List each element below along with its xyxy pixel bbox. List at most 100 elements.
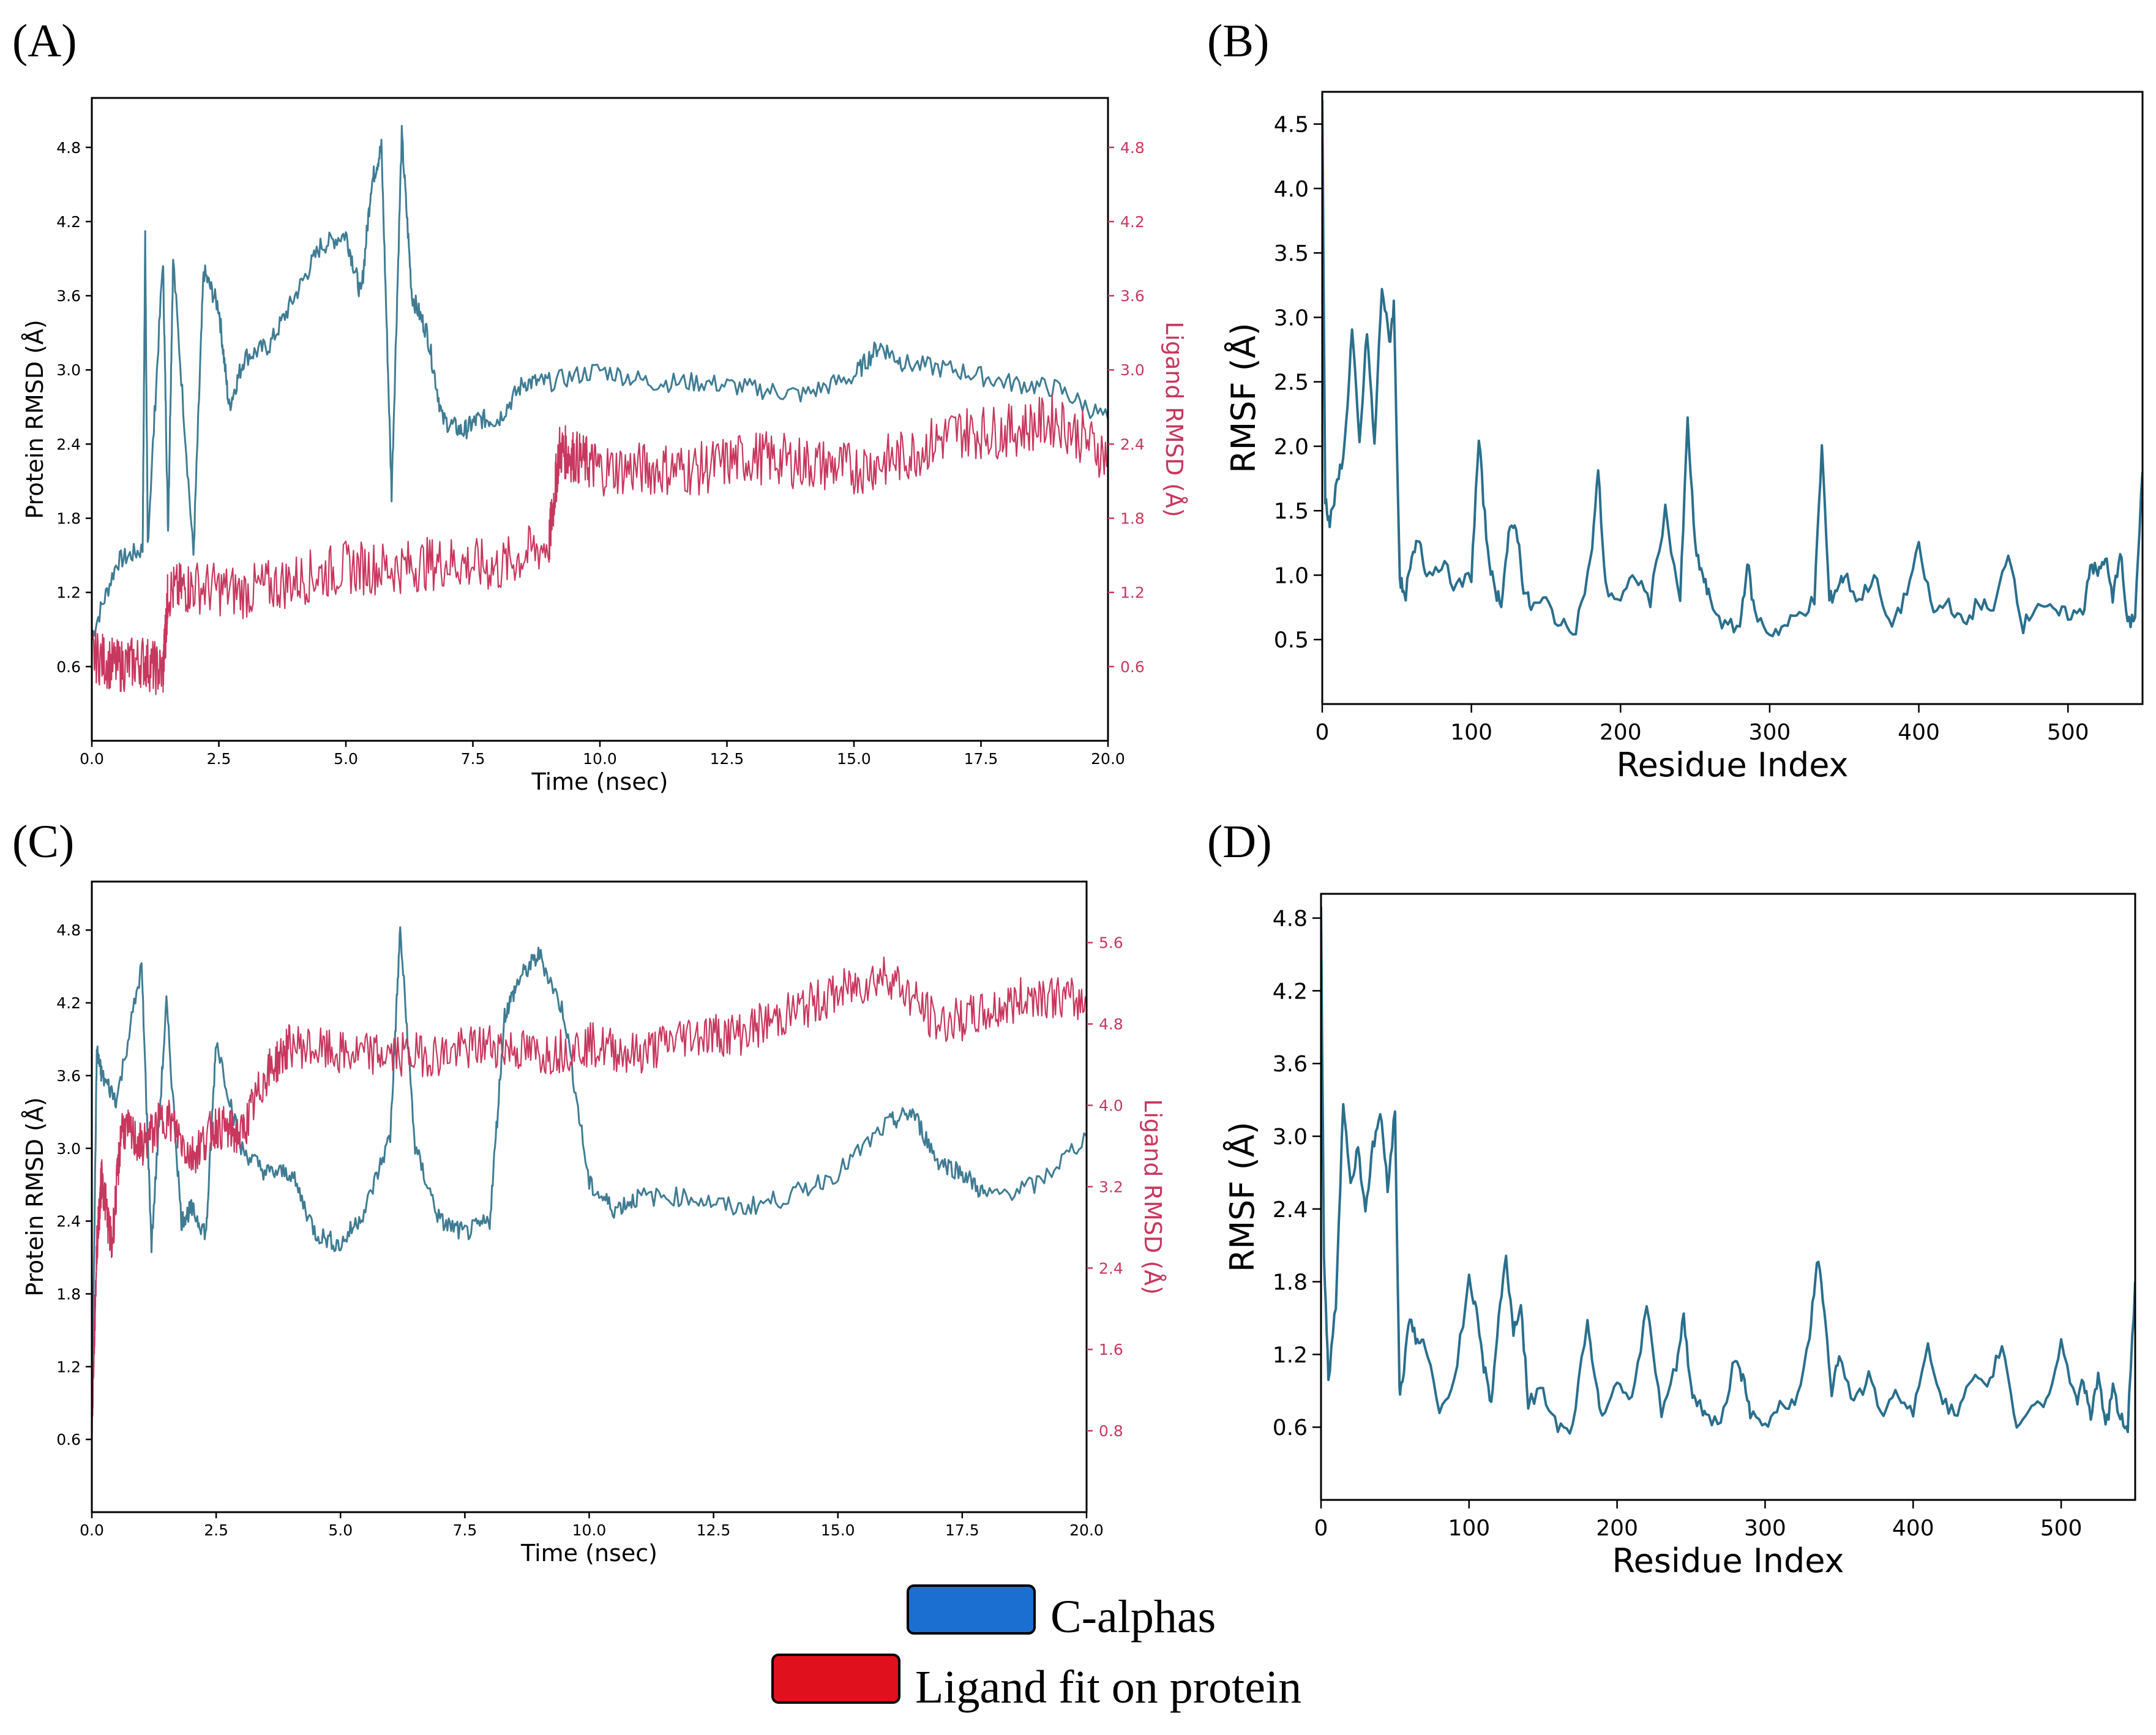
legend-swatch-ligand: [771, 1654, 900, 1704]
y-tick-label-d: 3.0: [1273, 1125, 1308, 1150]
series-line-a-c-alphas: [92, 125, 1108, 637]
y-tick-label-d: 4.2: [1273, 979, 1308, 1004]
y-tick-label-a: 3.0: [56, 361, 81, 379]
y-tick-label-a: 4.8: [56, 139, 81, 157]
series-line-d-rmsf: [1321, 907, 2135, 1435]
x-tick-label-c: 20.0: [1069, 1521, 1104, 1539]
x-axis-label-b: Residue Index: [1616, 746, 1848, 784]
x-tick-label-d: 400: [1892, 1516, 1934, 1541]
y-tick-label-c: 2.4: [56, 1213, 81, 1231]
y2-tick-label-a: 1.2: [1120, 584, 1145, 602]
y2-tick-label-c: 4.0: [1099, 1096, 1123, 1114]
panel-label-c: (C): [12, 816, 74, 867]
x-tick-label-a: 7.5: [461, 750, 485, 768]
x-tick-label-a: 12.5: [710, 750, 744, 768]
y-tick-label-c: 0.6: [56, 1431, 81, 1448]
x-tick-label-c: 10.0: [572, 1521, 607, 1539]
x-axis-label-c: Time (nsec): [520, 1540, 657, 1567]
x-axis-label-d: Residue Index: [1612, 1542, 1844, 1580]
y-tick-label-a: 1.2: [56, 584, 81, 602]
y2-tick-label-a: 4.2: [1120, 213, 1145, 231]
x-tick-label-d: 200: [1596, 1516, 1638, 1541]
y2-tick-label-a: 1.8: [1120, 510, 1145, 528]
y-axis-label-a: Protein RMSD (Å): [21, 320, 48, 519]
x-tick-label-a: 5.0: [334, 750, 358, 768]
y-tick-label-b: 3.0: [1274, 305, 1309, 331]
y-tick-label-b: 2.5: [1274, 370, 1309, 395]
y-tick-label-d: 2.4: [1273, 1197, 1308, 1223]
y-tick-label-b: 1.0: [1274, 563, 1309, 588]
y-tick-label-b: 2.0: [1274, 435, 1309, 460]
x-tick-label-d: 100: [1448, 1516, 1490, 1541]
y-tick-label-a: 1.8: [56, 510, 81, 528]
y2-tick-label-a: 3.0: [1120, 361, 1145, 379]
plot-area-a: [92, 125, 1108, 695]
y-tick-label-d: 1.8: [1273, 1270, 1308, 1295]
series-line-a-ligand-fit-on-protein: [92, 393, 1108, 695]
y2-axis-label-c: Ligand RMSD (Å): [1139, 1099, 1166, 1295]
x-tick-label-a: 2.5: [207, 750, 231, 768]
y-tick-label-b: 3.5: [1274, 241, 1309, 266]
x-tick-label-c: 17.5: [945, 1521, 979, 1539]
chart-b-rmsf: 0 100 200 300 400 500 0.5 1.0 1.5 2.0 2.5 3.0 3.5 4.0…: [1224, 91, 2144, 784]
y2-tick-label-c: 0.8: [1099, 1422, 1123, 1440]
y-tick-label-c: 1.8: [56, 1285, 81, 1303]
x-axis-label-a: Time (nsec): [531, 768, 668, 795]
series-line-c-ligand-fit-on-protein: [92, 956, 1087, 1445]
y-tick-label-c: 4.8: [56, 921, 81, 939]
y-tick-label-b: 1.5: [1274, 499, 1309, 524]
chart-c-rmsd: 0.0 2.5 5.0 7.5 10.0 12.5 15.0 17.5 20.0 0.6 1.2 1.…: [21, 880, 1166, 1567]
y-axis-label-d: RMSF (Å): [1222, 1122, 1262, 1272]
y2-axis-label-a: Ligand RMSD (Å): [1161, 321, 1188, 517]
series-line-b-rmsf: [1322, 99, 2143, 637]
axes-frame-d: [1320, 893, 2136, 1501]
x-tick-label-b: 100: [1450, 720, 1492, 745]
y-axis-label-b: RMSF (Å): [1224, 323, 1263, 473]
x-tick-label-b: 500: [2047, 720, 2089, 745]
x-tick-label-b: 0: [1316, 720, 1330, 745]
x-tick-label-c: 0.0: [80, 1521, 104, 1539]
y-tick-label-a: 4.2: [56, 213, 81, 231]
y2-tick-label-a: 0.6: [1120, 658, 1145, 676]
y-tick-label-d: 1.2: [1273, 1343, 1308, 1368]
x-tick-label-a: 0.0: [80, 750, 104, 768]
y-tick-label-c: 4.2: [56, 994, 81, 1012]
x-tick-label-a: 17.5: [964, 750, 998, 768]
y-tick-label-b: 4.5: [1274, 113, 1309, 138]
legend: C-alphas Ligand fit on protein: [771, 1584, 1301, 1713]
axes-frame-c: [91, 880, 1088, 1513]
x-tick-label-d: 500: [2040, 1516, 2083, 1541]
x-tick-label-c: 12.5: [697, 1521, 731, 1539]
series-line-c-c-alphas: [92, 926, 1087, 1418]
y2-tick-label-c: 2.4: [1099, 1259, 1123, 1277]
x-tick-label-a: 20.0: [1091, 750, 1125, 768]
plot-area-c: [92, 926, 1087, 1445]
panel-label-d: (D): [1207, 816, 1272, 867]
plot-area-d: [1321, 907, 2135, 1435]
chart-d-rmsf: 0 100 200 300 400 500 0.6 1.2 1.8 2.4 3.0 3.6 4.2 4.8…: [1222, 893, 2136, 1580]
y2-tick-label-c: 3.2: [1099, 1178, 1123, 1196]
y2-tick-label-c: 4.8: [1099, 1016, 1123, 1033]
legend-swatch-c-alphas: [907, 1584, 1036, 1635]
y2-tick-label-a: 2.4: [1120, 435, 1145, 453]
x-tick-label-d: 300: [1744, 1516, 1786, 1541]
axes-frame-b: [1321, 91, 2144, 705]
x-tick-label-c: 7.5: [452, 1521, 477, 1539]
x-tick-label-b: 300: [1749, 720, 1791, 745]
legend-label-ligand: Ligand fit on protein: [915, 1662, 1301, 1713]
y-tick-label-a: 3.6: [56, 287, 81, 305]
y-tick-label-d: 0.6: [1273, 1415, 1308, 1441]
chart-a-rmsd: 0.0 2.5 5.0 7.5 10.0 12.5 15.0 17.5 20.0 0.6 1.2 1.…: [21, 97, 1188, 795]
y-tick-label-b: 4.0: [1274, 177, 1309, 202]
y-axis-label-c: Protein RMSD (Å): [21, 1097, 48, 1297]
panel-label-a: (A): [12, 15, 77, 67]
y-tick-label-a: 2.4: [56, 435, 81, 453]
x-tick-label-c: 15.0: [821, 1521, 855, 1539]
y2-tick-label-a: 3.6: [1120, 287, 1145, 305]
y2-tick-label-c: 1.6: [1099, 1341, 1123, 1358]
plot-area-b: [1322, 99, 2143, 637]
y-tick-label-c: 1.2: [56, 1358, 81, 1376]
x-tick-label-d: 0: [1314, 1516, 1328, 1541]
x-tick-label-a: 10.0: [583, 750, 617, 768]
